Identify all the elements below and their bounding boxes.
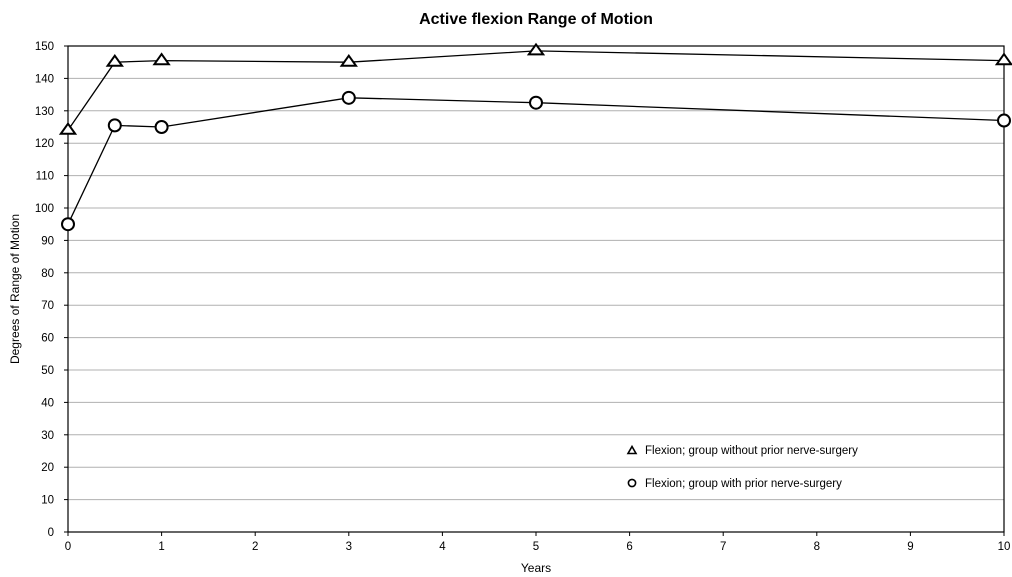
legend-label-without-surgery: Flexion; group without prior nerve-surge… — [645, 445, 858, 457]
series-line-circle — [67, 97, 1005, 225]
series-group — [58, 42, 1012, 232]
y-tick-label: 110 — [36, 171, 54, 183]
x-tick-label: 2 — [252, 541, 258, 553]
x-tick-label: 9 — [907, 541, 913, 553]
chart-title: Active flexion Range of Motion — [419, 11, 653, 28]
y-tick-label: 70 — [41, 300, 54, 312]
x-axis-ticks: 0 1 2 3 4 5 6 7 8 9 10 — [65, 532, 1011, 553]
y-tick-label: 120 — [35, 138, 54, 150]
data-point-circle — [107, 118, 122, 133]
x-tick-label: 4 — [439, 541, 446, 553]
y-tick-label: 80 — [41, 268, 54, 280]
y-axis-title: Degrees of Range of Motion — [8, 214, 22, 364]
y-tick-label: 130 — [35, 106, 54, 118]
x-tick-label: 8 — [814, 541, 820, 553]
y-tick-label: 10 — [41, 495, 54, 507]
legend-triangle-marker — [626, 444, 638, 455]
x-tick-label: 7 — [720, 541, 726, 553]
legend-circle-marker — [627, 478, 637, 488]
y-axis-ticks: 0 10 20 30 40 50 60 70 80 90 100 110 120 130 140 150 — [35, 41, 68, 539]
data-point-circle — [529, 95, 543, 110]
y-tick-label: 150 — [35, 41, 54, 53]
x-tick-label: 10 — [998, 541, 1011, 553]
y-tick-label: 140 — [35, 73, 54, 85]
data-point-triangle — [526, 42, 546, 56]
data-point-triangle — [339, 53, 358, 67]
y-tick-label: 20 — [41, 462, 54, 474]
legend-label-with-surgery: Flexion; group with prior nerve-surgery — [645, 478, 842, 490]
data-point-triangle — [105, 53, 124, 67]
y-tick-label: 100 — [35, 203, 54, 215]
y-tick-label: 40 — [41, 397, 54, 409]
legend: Flexion; group without prior nerve-surge… — [626, 444, 858, 490]
data-point-circle — [997, 113, 1011, 128]
data-point-triangle — [58, 121, 78, 135]
y-tick-label: 50 — [41, 365, 54, 377]
x-tick-label: 0 — [65, 541, 71, 553]
y-tick-label: 90 — [41, 235, 54, 247]
plot-area — [67, 45, 1005, 533]
y-tick-label: 60 — [41, 333, 54, 345]
gridlines — [68, 77, 1004, 501]
data-point-triangle — [152, 52, 171, 66]
data-point-triangle — [994, 52, 1012, 66]
y-tick-label: 0 — [48, 527, 54, 539]
y-tick-label: 30 — [41, 430, 54, 442]
data-point-circle — [341, 90, 356, 105]
series-line-triangle — [67, 50, 1005, 131]
x-tick-label: 6 — [626, 541, 632, 553]
data-point-circle — [154, 120, 169, 134]
x-tick-label: 3 — [346, 541, 352, 553]
x-axis-title: Years — [521, 561, 551, 575]
data-point-circle — [61, 217, 75, 232]
x-tick-label: 1 — [158, 541, 164, 553]
x-tick-label: 5 — [533, 541, 539, 553]
